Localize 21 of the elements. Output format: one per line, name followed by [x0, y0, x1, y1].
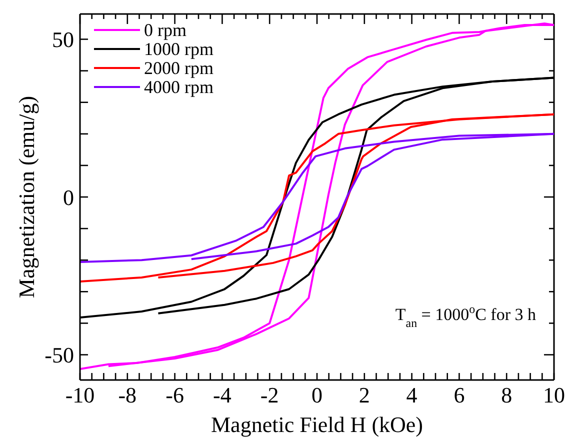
y-tick-label: 50: [52, 27, 74, 52]
x-tick-label: -2: [260, 382, 279, 408]
x-tick-label: 8: [501, 382, 512, 408]
y-tick-label: -50: [44, 342, 74, 368]
legend-label: 2000 rpm: [144, 58, 214, 78]
x-tick-label: 6: [454, 382, 465, 408]
legend-label: 0 rpm: [144, 20, 186, 40]
x-tick-label: -8: [118, 382, 137, 408]
x-tick-label: 0: [312, 382, 322, 408]
annotation: T$_{an}$ = 1000$^{o}$C for 3 h: [395, 302, 536, 330]
legend-label: 1000 rpm: [144, 39, 214, 59]
x-tick-label: -4: [213, 382, 232, 408]
y-axis-title: Magnetization (emu/g): [14, 96, 39, 298]
x-tick-label: -10: [65, 382, 95, 408]
x-tick-label: 4: [406, 382, 418, 408]
x-tick-label: 2: [358, 382, 370, 408]
y-tick-label: 0: [63, 184, 74, 210]
x-tick-label: 10: [543, 382, 565, 408]
x-tick-label: -6: [166, 382, 184, 408]
legend-label: 4000 rpm: [144, 77, 214, 97]
x-axis-title: Magnetic Field H (kOe): [211, 412, 423, 437]
